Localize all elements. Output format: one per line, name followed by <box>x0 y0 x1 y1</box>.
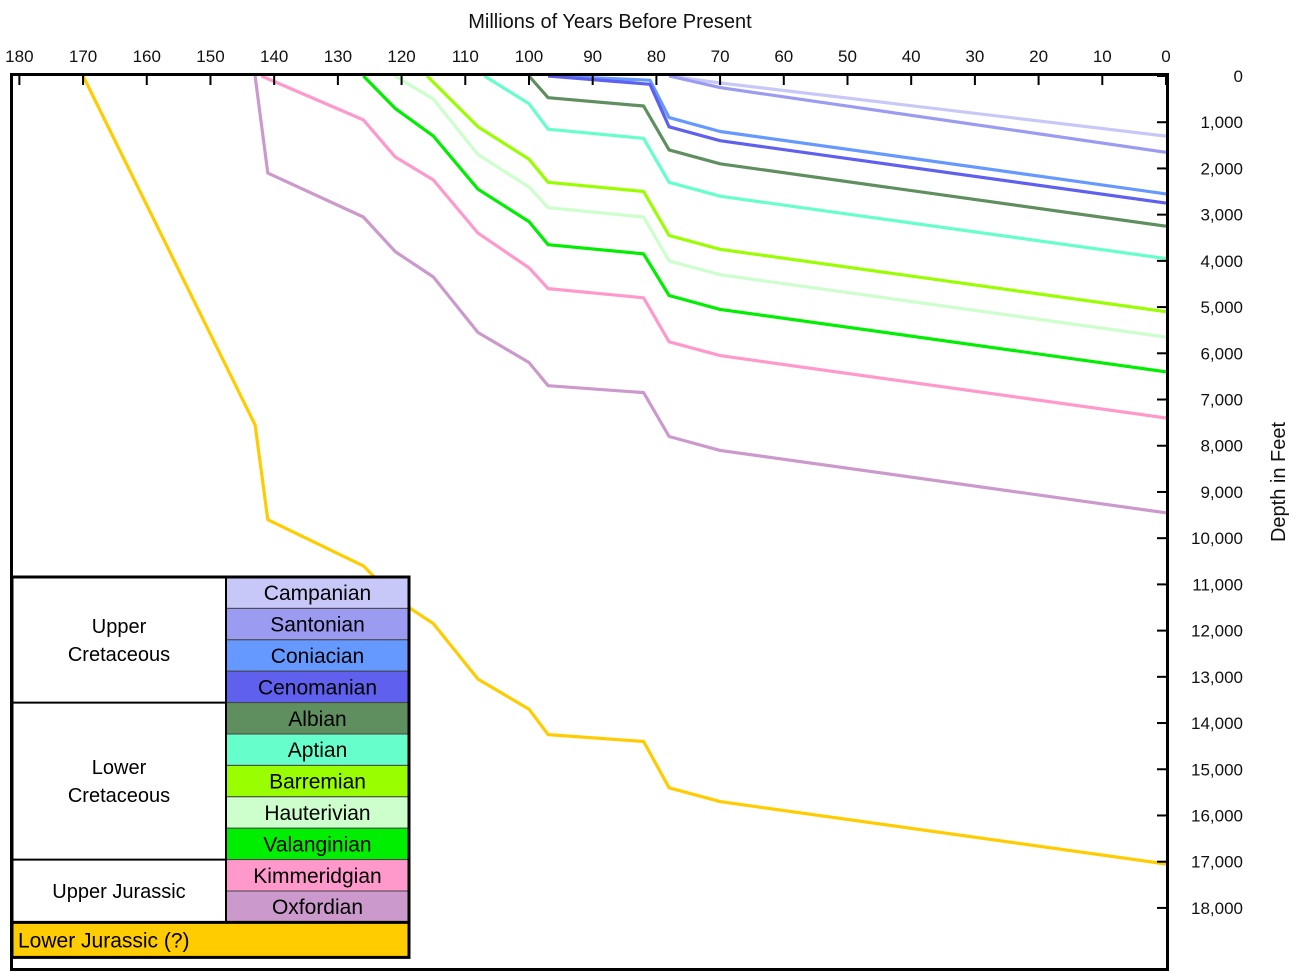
series-line-kimmeridgian <box>260 74 1167 420</box>
legend-entry-label: Aptian <box>288 739 348 762</box>
legend-entry-label: Kimmeridgian <box>253 865 381 888</box>
y-tick-label: 12,000 <box>1191 622 1243 641</box>
y-tick-label: 0 <box>1234 67 1243 86</box>
legend: Campanian Santonian Coniacian Cenomanian Upp… <box>10 575 411 959</box>
x-tick-label: 160 <box>133 47 161 66</box>
x-tick-label: 60 <box>774 47 793 66</box>
series-line-valanginian <box>362 74 1167 374</box>
x-tick-label: 150 <box>196 47 224 66</box>
y-tick-label: 3,000 <box>1200 206 1243 225</box>
legend-group-label: Cretaceous <box>68 644 170 666</box>
y-tick-label: 6,000 <box>1200 344 1243 363</box>
legend-entry-label: Valanginian <box>263 833 371 856</box>
y-tick-label: 10,000 <box>1191 529 1243 548</box>
legend-entry-label: Cenomanian <box>258 676 377 699</box>
x-tick-label: 130 <box>324 47 352 66</box>
x-tick-label: 50 <box>838 47 857 66</box>
legend-footer-swatch <box>12 922 409 958</box>
legend-footer-label: Lower Jurassic (?) <box>18 929 190 952</box>
series-line-oxfordian <box>253 75 1167 515</box>
x-tick-label: 170 <box>69 47 97 66</box>
plot-frame <box>10 73 1169 971</box>
legend-swatch <box>225 576 410 609</box>
series-line-hauterivian <box>394 74 1167 339</box>
legend-entry-label: Albian <box>288 708 346 731</box>
legend-entry-label: Coniacian <box>271 645 364 668</box>
x-tick-label: 0 <box>1161 47 1170 66</box>
x-tick-label: 10 <box>1093 47 1112 66</box>
y-tick-label: 16,000 <box>1191 806 1243 825</box>
legend-swatch <box>225 670 410 704</box>
y-tick-label: 1,000 <box>1200 113 1243 132</box>
y-tick-label: 17,000 <box>1191 853 1243 872</box>
legend-group-label: Upper Jurassic <box>52 881 185 903</box>
x-tick-label: 100 <box>515 47 543 66</box>
legend-entry-label: Barremian <box>269 771 366 794</box>
y-tick-label: 13,000 <box>1191 668 1243 687</box>
x-tick-label: 180 <box>5 47 33 66</box>
x-tick-label: 20 <box>1029 47 1048 66</box>
legend-swatch <box>225 639 410 672</box>
x-tick-label: 80 <box>647 47 666 66</box>
x-tick-label: 40 <box>902 47 921 66</box>
legend-swatch <box>225 764 410 798</box>
y-tick-label: 4,000 <box>1200 252 1243 271</box>
legend-swatch <box>225 859 410 892</box>
y-axis-title: Depth in Feet <box>1268 422 1290 543</box>
y-tick-label: 5,000 <box>1200 298 1243 317</box>
legend-entry-label: Campanian <box>264 582 371 605</box>
legend-swatch <box>225 702 410 735</box>
series-line-campanian <box>668 74 1167 138</box>
series-line-albian <box>527 74 1167 228</box>
series-line-lower-jurassic <box>81 75 1167 866</box>
legend-entry-label: Santonian <box>270 614 365 637</box>
y-tick-label: 14,000 <box>1191 714 1243 733</box>
legend-group-label: Cretaceous <box>68 785 170 807</box>
x-tick-label: 120 <box>387 47 415 66</box>
x-tick-label: 90 <box>583 47 602 66</box>
y-tick-label: 11,000 <box>1192 575 1243 594</box>
series-layer <box>81 74 1167 866</box>
x-tick-label: 70 <box>711 47 730 66</box>
y-tick-label: 7,000 <box>1200 391 1243 410</box>
x-tick-label: 110 <box>452 47 479 66</box>
legend-entry-label: Hauterivian <box>264 802 370 825</box>
legend-group-label: Lower <box>92 757 147 779</box>
y-tick-label: 15,000 <box>1191 760 1243 779</box>
series-line-santonian <box>668 74 1167 154</box>
x-tick-label: 30 <box>965 47 984 66</box>
axis-layer: 180 170 160 150 140 130 120 110 100 90 80 70 60 50 40 3… <box>5 47 1243 918</box>
y-tick-label: 8,000 <box>1200 437 1243 456</box>
series-line-barremian <box>425 74 1167 314</box>
x-tick-label: 140 <box>260 47 288 66</box>
y-tick-label: 9,000 <box>1200 483 1243 502</box>
series-line-cenomanian <box>547 74 1167 205</box>
legend-group-label: Upper <box>92 616 147 638</box>
series-line-coniacian <box>548 74 1167 196</box>
legend-swatch <box>225 607 410 641</box>
y-tick-label: 2,000 <box>1200 159 1243 178</box>
y-tick-label: 18,000 <box>1191 899 1243 918</box>
series-line-aptian <box>483 74 1167 261</box>
x-axis-title: Millions of Years Before Present <box>468 11 752 33</box>
legend-entry-label: Oxfordian <box>272 896 363 919</box>
